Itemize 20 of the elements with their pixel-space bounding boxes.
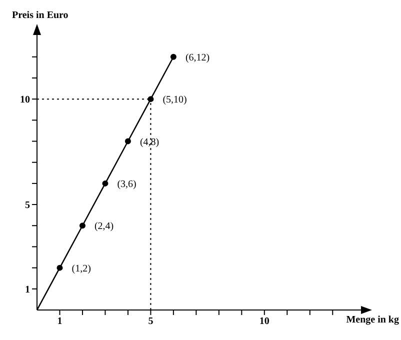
annotation: (6,12) bbox=[185, 52, 210, 64]
annotation: (4,8) bbox=[140, 136, 160, 148]
x-tick-label: 10 bbox=[259, 316, 270, 328]
point bbox=[102, 180, 108, 186]
y-axis-title: Preis in Euro bbox=[12, 10, 68, 21]
annotation: (3,6) bbox=[117, 178, 136, 190]
x-tick-label: 1 bbox=[57, 316, 62, 328]
point bbox=[124, 138, 131, 144]
annotation: (2,4) bbox=[94, 221, 114, 232]
x-axis-title: Menge in kg bbox=[346, 314, 399, 326]
y-tick-label: 5 bbox=[25, 200, 30, 212]
annotation: (5,10) bbox=[162, 94, 187, 106]
annotation: (1,2) bbox=[72, 263, 91, 274]
point bbox=[170, 54, 176, 60]
point bbox=[56, 264, 63, 271]
x-tick-label: 5 bbox=[148, 316, 154, 328]
y-tick-label: 1 bbox=[25, 284, 30, 296]
y-tick-label: 10 bbox=[20, 94, 30, 106]
point bbox=[79, 222, 86, 229]
point bbox=[148, 96, 154, 102]
